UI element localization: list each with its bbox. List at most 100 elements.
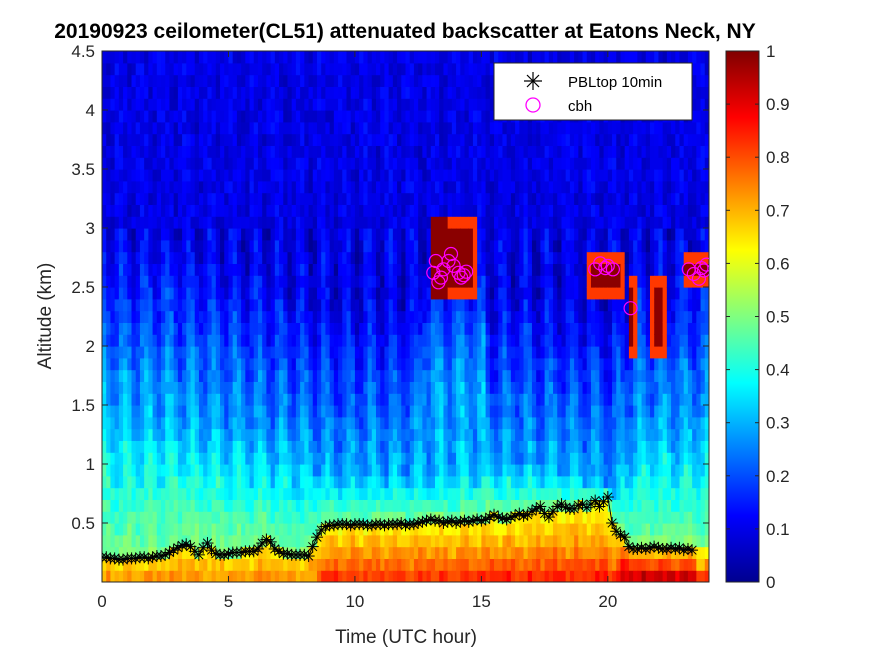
heatmap-cell	[426, 251, 432, 264]
heatmap-cell	[553, 357, 558, 371]
heatmap-cell	[135, 452, 141, 465]
heatmap-cell	[279, 287, 284, 300]
heatmap-cell	[485, 452, 491, 465]
heatmap-cell	[198, 475, 204, 489]
heatmap-cell	[515, 511, 520, 524]
heatmap-cell	[106, 487, 112, 500]
heatmap-cell	[443, 322, 449, 335]
heatmap-cell	[118, 393, 124, 406]
heatmap-cell	[409, 110, 415, 123]
heatmap-cell	[418, 145, 423, 158]
heatmap-cell	[397, 416, 402, 430]
heatmap-cell	[207, 475, 213, 489]
heatmap-cell	[418, 499, 423, 512]
heatmap-cell	[506, 440, 512, 453]
heatmap-cell	[375, 570, 381, 582]
heatmap-cell	[510, 393, 516, 406]
heatmap-cell	[106, 204, 112, 217]
heatmap-cell	[232, 98, 238, 111]
heatmap-cell	[443, 499, 449, 512]
heatmap-cell	[439, 475, 445, 489]
heatmap-cell	[114, 381, 120, 394]
heatmap-cell	[144, 157, 149, 170]
heatmap-cell	[519, 416, 525, 430]
heatmap-cell	[211, 511, 217, 524]
heatmap-cell	[359, 570, 364, 582]
heatmap-cell	[350, 275, 356, 288]
heatmap-cell	[430, 239, 436, 253]
heatmap-cell	[308, 546, 314, 559]
heatmap-cell	[498, 440, 504, 453]
heatmap-cell	[131, 133, 137, 146]
heatmap-cell	[367, 322, 373, 335]
heatmap-cell	[397, 51, 402, 64]
heatmap-cell	[468, 287, 474, 300]
heatmap-cell	[371, 157, 377, 170]
heatmap-cell	[443, 369, 449, 382]
heatmap-cell	[456, 381, 461, 394]
heatmap-cell	[460, 133, 466, 146]
heatmap-cell	[287, 192, 293, 205]
heatmap-cell	[531, 428, 537, 441]
heatmap-cell	[169, 357, 175, 371]
heatmap-cell	[515, 216, 520, 229]
heatmap-cell	[397, 369, 402, 382]
heatmap-cell	[257, 523, 263, 536]
heatmap-cell	[156, 546, 162, 559]
heatmap-cell	[430, 98, 436, 111]
heatmap-cell	[359, 62, 364, 76]
heatmap-cell	[451, 381, 457, 394]
heatmap-cell	[489, 428, 495, 441]
heatmap-cell	[211, 62, 217, 76]
heatmap-cell	[481, 310, 487, 323]
heatmap-cell	[527, 157, 533, 170]
heatmap-cell	[173, 322, 179, 335]
heatmap-cell	[262, 523, 267, 536]
heatmap-cell	[194, 523, 200, 536]
heatmap-cell	[485, 239, 491, 253]
heatmap-cell	[304, 357, 310, 371]
heatmap-cell	[194, 110, 200, 123]
heatmap-cell	[241, 133, 246, 146]
heatmap-cell	[186, 534, 192, 548]
heatmap-cell	[523, 452, 529, 465]
heatmap-cell	[451, 51, 457, 64]
heatmap-cell	[300, 239, 305, 253]
heatmap-cell	[350, 145, 356, 158]
heatmap-cell	[161, 86, 166, 99]
heatmap-cell	[350, 251, 356, 264]
heatmap-cell	[114, 499, 120, 512]
heatmap-cell	[515, 322, 520, 335]
heatmap-cell	[131, 192, 137, 205]
heatmap-cell	[422, 558, 428, 571]
heatmap-cell	[291, 499, 297, 512]
heatmap-cell	[203, 157, 208, 170]
heatmap-cell	[279, 523, 284, 536]
heatmap-cell	[173, 534, 179, 548]
heatmap-cell	[544, 275, 550, 288]
heatmap-cell	[464, 204, 470, 217]
heatmap-cell	[451, 239, 457, 253]
heatmap-cell	[300, 133, 305, 146]
heatmap-cell	[139, 499, 145, 512]
heatmap-cell	[232, 322, 238, 335]
heatmap-cell	[544, 499, 550, 512]
heatmap-cell	[464, 239, 470, 253]
heatmap-cell	[418, 334, 423, 347]
heatmap-cell	[325, 499, 331, 512]
heatmap-cell	[426, 98, 432, 111]
heatmap-cell	[304, 310, 310, 323]
heatmap-cell	[123, 558, 128, 571]
heatmap-cell	[380, 86, 386, 99]
heatmap-cell	[359, 251, 364, 264]
heatmap-cell	[300, 51, 305, 64]
heatmap-cell	[156, 98, 162, 111]
heatmap-cell	[359, 204, 364, 217]
heatmap-cell	[418, 523, 423, 536]
heatmap-cell	[215, 216, 221, 229]
heatmap-cell	[173, 523, 179, 536]
heatmap-cell	[553, 534, 558, 548]
heatmap-cell	[182, 287, 187, 300]
heatmap-cell	[110, 570, 116, 582]
heatmap-cell	[106, 98, 112, 111]
